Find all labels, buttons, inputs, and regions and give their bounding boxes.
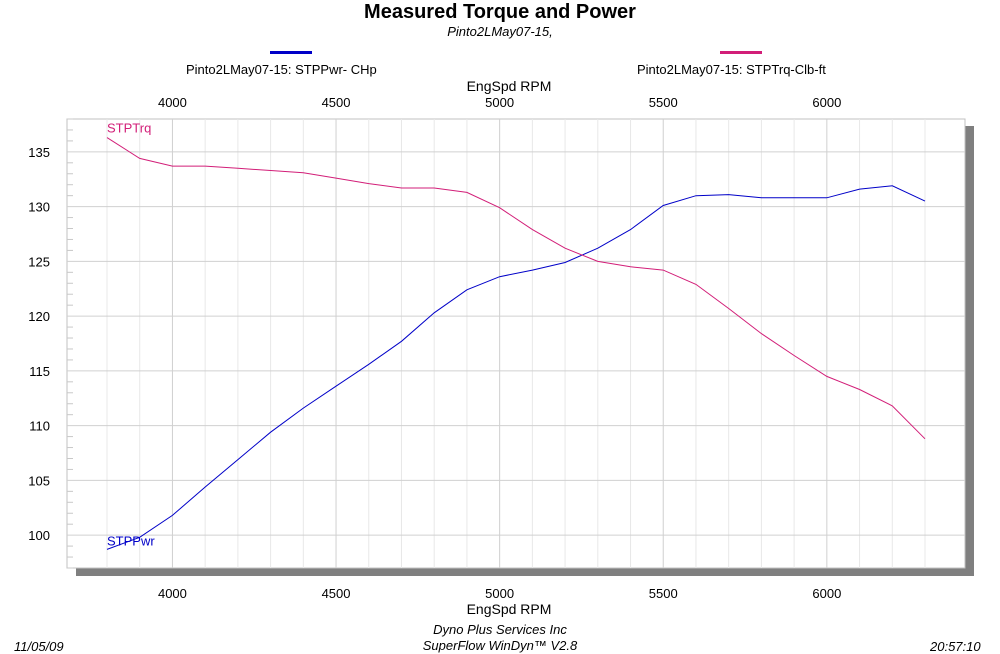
footer-software: SuperFlow WinDyn™ V2.8 xyxy=(422,638,578,653)
y-tick-label: 130 xyxy=(28,200,50,215)
series-lines xyxy=(106,137,926,550)
legend-label-torque: Pinto2LMay07-15: STPTrq-Clb-ft xyxy=(637,62,826,77)
series-line-0 xyxy=(106,185,926,550)
x-tick-label-bottom: 6000 xyxy=(812,586,841,601)
x-tick-label-bottom: 4000 xyxy=(158,586,187,601)
x-tick-label-bottom: 5000 xyxy=(485,586,514,601)
x-tick-label-top: 4500 xyxy=(322,95,351,110)
x-axis-label-top: EngSpd RPM xyxy=(466,78,552,94)
tick-labels: 4000 4000 4500 4500 5000 5000 5500 5500 6000 6000… xyxy=(28,95,841,601)
series-line-1 xyxy=(106,137,926,440)
y-tick-label: 125 xyxy=(28,254,50,269)
footer-time: 20:57:10 xyxy=(930,639,981,654)
x-tick-label-top: 5000 xyxy=(485,95,514,110)
legend-label-power: Pinto2LMay07-15: STPPwr- CHp xyxy=(186,62,377,77)
legend-swatch-torque xyxy=(720,51,762,54)
minor-grid xyxy=(67,118,926,569)
y-tick-label: 120 xyxy=(28,309,50,324)
legend: Pinto2LMay07-15: STPPwr- CHp Pinto2LMay0… xyxy=(0,44,1000,80)
chart-subtitle: Pinto2LMay07-15, xyxy=(447,24,553,39)
curve-labels: STPPwr STPTrq xyxy=(107,121,155,549)
plot-area xyxy=(66,118,966,569)
y-tick-label: 110 xyxy=(29,419,50,434)
x-tick-label-bottom: 5500 xyxy=(649,586,678,601)
x-tick-label-bottom: 4500 xyxy=(322,586,351,601)
y-tick-label: 105 xyxy=(28,473,50,488)
x-tick-label-top: 6000 xyxy=(812,95,841,110)
y-tick-label: 115 xyxy=(29,364,50,379)
plot-shadow-bottom xyxy=(76,568,974,576)
x-axis-label-bottom: EngSpd RPM xyxy=(466,601,552,617)
footer-company: Dyno Plus Services Inc xyxy=(433,622,567,637)
x-tick-label-top: 5500 xyxy=(649,95,678,110)
plot-shadow-right xyxy=(965,126,974,576)
y-tick-label: 100 xyxy=(28,528,50,543)
footer-date: 11/05/09 xyxy=(14,639,64,654)
x-tick-label-top: 4000 xyxy=(158,95,187,110)
legend-swatch-power xyxy=(270,51,312,54)
major-grid xyxy=(67,119,965,568)
curve-label-0: STPPwr xyxy=(107,533,155,548)
y-tick-label: 135 xyxy=(28,145,50,160)
chart-title: Measured Torque and Power xyxy=(364,1,636,23)
curve-label-1: STPTrq xyxy=(107,121,151,136)
